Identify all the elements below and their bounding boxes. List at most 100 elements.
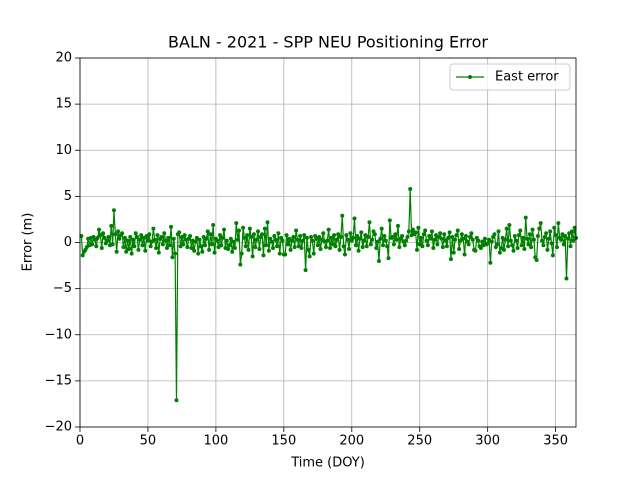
point [542,234,547,239]
point [132,244,137,249]
point [476,238,481,243]
point [113,232,118,237]
point [559,237,564,242]
point [162,231,167,236]
point [504,226,509,231]
point [391,242,396,247]
point [443,238,448,243]
point [382,234,387,239]
point [139,233,144,238]
point [205,229,210,234]
point [155,233,160,238]
point [522,246,527,251]
point [148,244,153,249]
point [325,238,330,243]
point [196,251,201,256]
point [292,245,297,250]
point [277,251,282,256]
point [366,234,371,239]
point [337,247,342,252]
point [548,229,553,234]
point [288,247,293,252]
y-tick-label: −20 [45,420,72,435]
point [408,186,413,191]
point [234,221,239,226]
point [488,260,493,265]
point [280,238,285,243]
point [298,234,303,239]
point [381,243,386,248]
x-tick-label: 300 [475,434,500,449]
point [446,235,451,240]
point [379,226,384,231]
point [478,246,483,251]
point [110,242,115,247]
point [156,250,161,255]
point [219,243,224,248]
point [182,233,187,238]
point [99,246,104,251]
point [90,242,95,247]
point [397,245,402,250]
point [442,232,447,237]
point [189,246,194,251]
legend-marker [468,75,472,79]
point [238,262,243,267]
point [306,247,311,252]
point [241,225,246,230]
point [415,247,420,252]
point [516,233,521,238]
point [345,237,350,242]
point [151,226,156,231]
point [166,235,171,240]
point [368,242,373,247]
point [101,231,106,236]
point [246,247,251,252]
point [450,234,455,239]
point [431,246,436,251]
point [262,226,267,231]
point [455,228,460,233]
point [169,224,174,229]
point [326,227,331,232]
point [102,235,107,240]
x-tick-label: 50 [140,434,157,449]
point [264,243,269,248]
point [95,235,100,240]
point [355,234,360,239]
point [553,233,558,238]
point [171,236,176,241]
point [568,244,573,249]
point [323,245,328,250]
point [275,244,280,249]
point [342,252,347,257]
chart-title: BALN - 2021 - SPP NEU Positioning Error [168,33,488,52]
point [217,233,222,238]
point [332,233,337,238]
point [413,230,418,235]
point [145,238,150,243]
point [174,398,179,403]
point [311,251,316,256]
point [152,237,157,242]
point [285,242,290,247]
point [561,242,566,247]
point [133,231,138,236]
point [203,243,208,248]
point [351,235,356,240]
point [207,247,212,252]
point [544,231,549,236]
point [193,239,198,244]
point [360,245,365,250]
point [230,249,235,254]
point [364,244,369,249]
point [356,248,361,253]
point [429,229,434,234]
point [170,255,175,260]
y-tick-label: −5 [53,281,72,296]
point [269,239,274,244]
point [300,238,305,243]
point [466,242,471,247]
point [514,238,519,243]
point [370,237,375,242]
